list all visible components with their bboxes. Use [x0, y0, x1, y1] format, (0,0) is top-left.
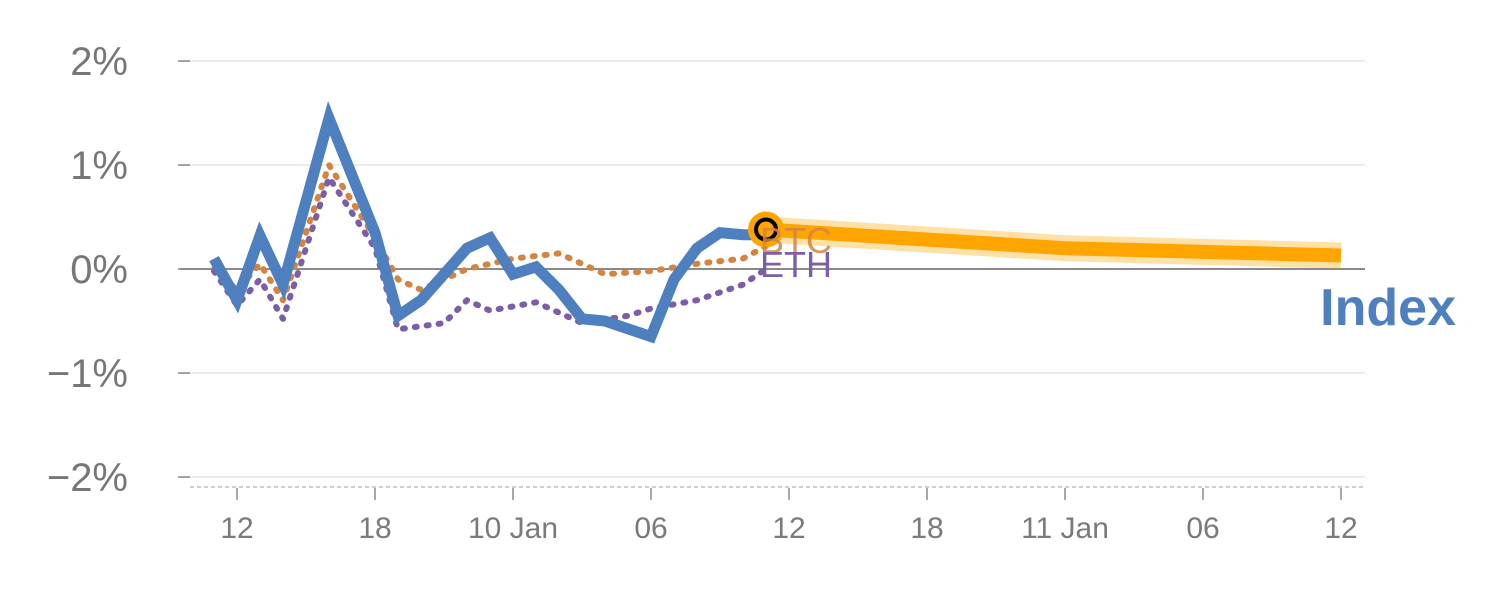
series-layer [209, 101, 1342, 344]
series-line-eth [211, 174, 769, 333]
current-point-halo [748, 211, 784, 248]
x-tick-label: 06 [1186, 512, 1219, 545]
x-tick-label: 06 [634, 512, 667, 545]
forecast-line [765, 222, 1342, 263]
x-tick-label: 12 [772, 512, 805, 545]
x-tick-label: 11 Jan [1021, 512, 1109, 545]
x-axis: 12 18 10 Jan 06 12 18 11 Jan 06 12 [190, 486, 1365, 545]
x-tick-label: 18 [910, 512, 943, 545]
x-tick-label: 10 Jan [468, 512, 558, 545]
x-tick-label: 18 [358, 512, 391, 545]
x-tick-label: 12 [220, 512, 253, 545]
y-tick-label: −2% [47, 456, 128, 500]
y-tick-label: −1% [47, 352, 128, 396]
grid [180, 60, 1365, 478]
current-point-marker [754, 217, 778, 242]
y-axis: 2% 1% 0% −1% −2% [47, 40, 190, 500]
y-tick-label: 2% [70, 40, 128, 84]
y-tick-label: 0% [70, 248, 128, 292]
series-line-index [209, 101, 766, 344]
x-tick-label: 12 [1324, 512, 1357, 545]
series-label-index: Index [1320, 279, 1456, 337]
series-labels: BTC ETH Index [760, 220, 1456, 337]
series-label-eth: ETH [760, 244, 832, 285]
series-label-btc: BTC [760, 220, 832, 261]
y-tick-label: 1% [70, 144, 128, 188]
